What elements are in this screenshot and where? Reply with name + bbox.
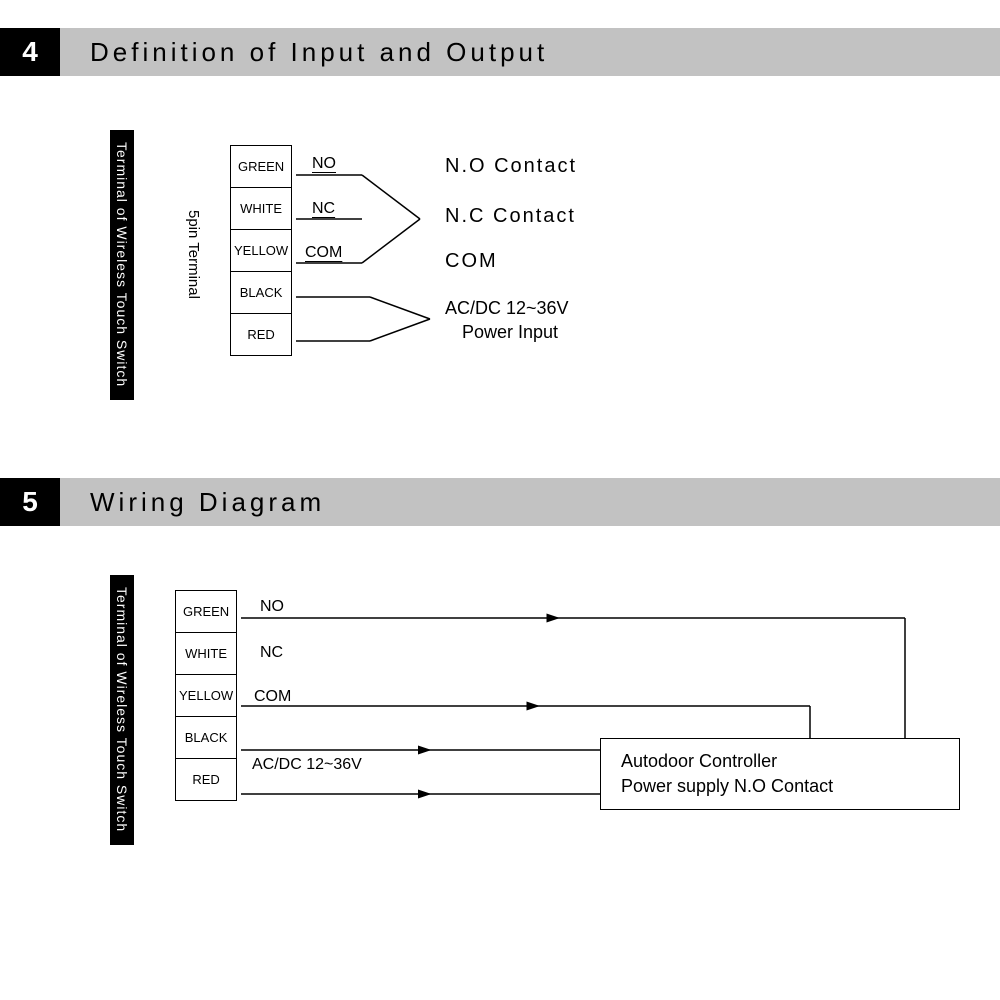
terminal-green-4: GREEN xyxy=(231,146,292,188)
controller-line2: Power supply N.O Contact xyxy=(621,774,939,799)
section-5-header: 5 Wiring Diagram xyxy=(0,478,1000,526)
terminal-green-5: GREEN xyxy=(176,591,237,633)
pin-nc-4: NC xyxy=(312,200,335,218)
section-5-number: 5 xyxy=(0,478,60,526)
contact-no: N.O Contact xyxy=(445,155,577,178)
power-line1: AC/DC 12~36V xyxy=(445,298,569,319)
terminal-table-4: GREEN WHITE YELLOW BLACK RED xyxy=(230,145,292,356)
terminal-black-5: BLACK xyxy=(176,717,237,759)
section-4-title: Definition of Input and Output xyxy=(60,28,1000,76)
section-5-title: Wiring Diagram xyxy=(60,478,1000,526)
controller-line1: Autodoor Controller xyxy=(621,749,939,774)
terminal-black-4: BLACK xyxy=(231,272,292,314)
terminal-table-5: GREEN WHITE YELLOW BLACK RED xyxy=(175,590,237,801)
terminal-red-4: RED xyxy=(231,314,292,356)
power-line2: Power Input xyxy=(462,322,558,343)
acdc-label-5: AC/DC 12~36V xyxy=(252,756,362,774)
contact-com: COM xyxy=(445,250,498,273)
pin-com-5: COM xyxy=(254,688,291,706)
section-4-number: 4 xyxy=(0,28,60,76)
terminal-yellow-5: YELLOW xyxy=(176,675,237,717)
terminal-white-4: WHITE xyxy=(231,188,292,230)
terminal-label-5: Terminal of Wireless Touch Switch xyxy=(110,575,134,845)
terminal-white-5: WHITE xyxy=(176,633,237,675)
controller-box: Autodoor Controller Power supply N.O Con… xyxy=(600,738,960,810)
contact-nc: N.C Contact xyxy=(445,205,576,228)
pin-nc-5: NC xyxy=(260,644,283,662)
terminal-red-5: RED xyxy=(176,759,237,801)
pin-no-5: NO xyxy=(260,598,284,616)
terminal-label-4: Terminal of Wireless Touch Switch xyxy=(110,130,134,400)
pin-com-4: COM xyxy=(305,244,342,262)
section-4-header: 4 Definition of Input and Output xyxy=(0,28,1000,76)
terminal-yellow-4: YELLOW xyxy=(231,230,292,272)
pin-no-4: NO xyxy=(312,155,336,173)
fivepin-label: 5pin Terminal xyxy=(185,210,202,299)
